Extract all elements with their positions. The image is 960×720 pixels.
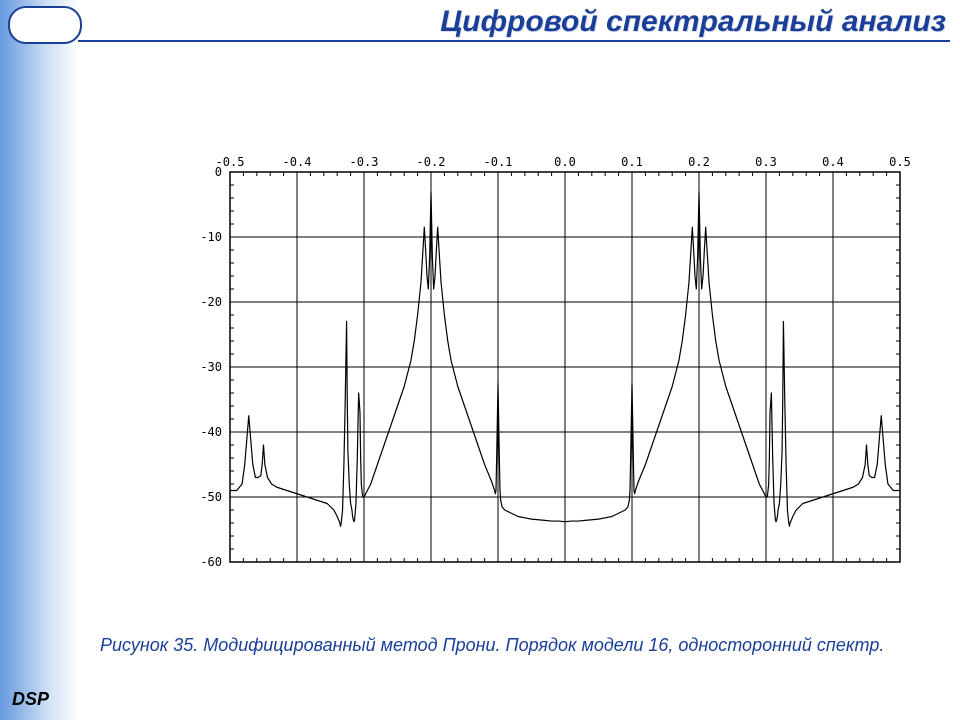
svg-text:0.1: 0.1 [621, 155, 643, 169]
svg-text:-0.1: -0.1 [484, 155, 513, 169]
slide: Цифровой спектральный анализ -0.5-0.4-0.… [0, 0, 960, 720]
svg-text:0.5: 0.5 [889, 155, 911, 169]
svg-text:-10: -10 [200, 230, 222, 244]
chart-svg: -0.5-0.4-0.3-0.2-0.10.00.10.20.30.40.50-… [180, 152, 920, 572]
title-bubble [8, 6, 82, 44]
figure-caption: Рисунок 35. Модифицированный метод Прони… [100, 635, 940, 656]
title-underline [78, 40, 950, 42]
svg-text:0: 0 [215, 165, 222, 179]
svg-text:-0.2: -0.2 [417, 155, 446, 169]
spectrum-chart: -0.5-0.4-0.3-0.2-0.10.00.10.20.30.40.50-… [180, 152, 920, 572]
page-title: Цифровой спектральный анализ [440, 5, 946, 39]
svg-text:0.4: 0.4 [822, 155, 844, 169]
svg-text:-0.3: -0.3 [350, 155, 379, 169]
svg-text:-0.4: -0.4 [283, 155, 312, 169]
dsp-label: DSP [12, 689, 49, 710]
svg-text:-40: -40 [200, 425, 222, 439]
svg-text:-60: -60 [200, 555, 222, 569]
svg-text:0.0: 0.0 [554, 155, 576, 169]
svg-text:-30: -30 [200, 360, 222, 374]
svg-text:-50: -50 [200, 490, 222, 504]
svg-text:0.3: 0.3 [755, 155, 777, 169]
sidebar-gradient [0, 0, 80, 720]
svg-text:0.2: 0.2 [688, 155, 710, 169]
svg-text:-20: -20 [200, 295, 222, 309]
